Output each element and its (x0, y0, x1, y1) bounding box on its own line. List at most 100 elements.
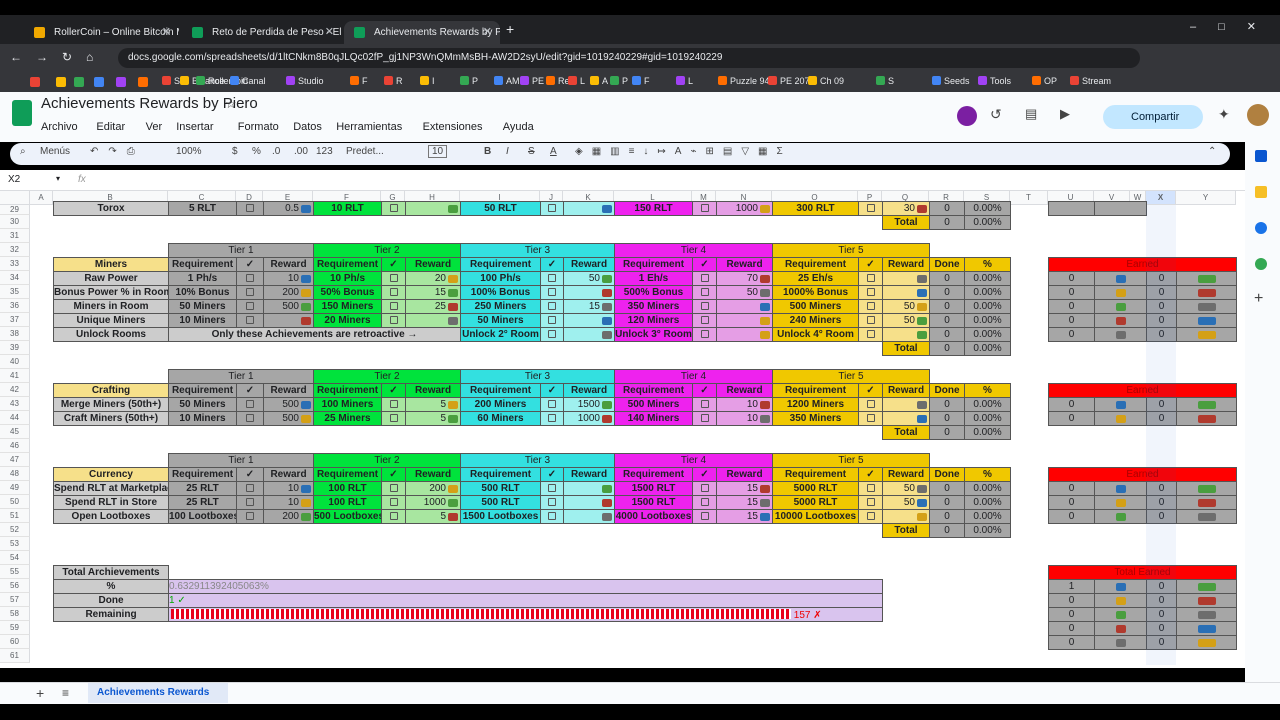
reward-cell[interactable]: 500 (263, 299, 314, 314)
requirement-cell[interactable]: 5 RLT (168, 201, 237, 216)
check-header[interactable]: ✓ (858, 467, 883, 482)
percent-cell[interactable]: 0.00% (964, 411, 1011, 426)
reward-cell[interactable]: 15 (405, 285, 461, 300)
earned-icon-cell[interactable] (1176, 579, 1237, 594)
bookmark-item[interactable]: Ch 09 (808, 76, 844, 86)
bookmark-item[interactable]: Puzzle 94 (718, 76, 770, 86)
bookmark-item[interactable]: Reto (546, 76, 577, 86)
checkbox[interactable] (700, 204, 709, 212)
row-header[interactable]: 38 (0, 327, 30, 341)
reward-header[interactable]: Reward (263, 257, 314, 272)
bookmark-item[interactable]: Tools (978, 76, 1011, 86)
row-header[interactable]: 30 (0, 215, 30, 229)
add-sheet-icon[interactable]: + (36, 685, 45, 701)
check-cell[interactable] (236, 481, 264, 496)
earned-header[interactable]: Earned (1048, 467, 1237, 482)
reward-cell[interactable]: 50 (716, 285, 773, 300)
checkbox[interactable] (866, 400, 875, 408)
tier-header[interactable]: Tier 1 (168, 453, 314, 468)
earned-header[interactable]: Total Earned (1048, 565, 1237, 580)
done-cell[interactable]: 0 (929, 495, 965, 510)
check-cell[interactable] (858, 299, 883, 314)
check-cell[interactable] (381, 509, 406, 524)
reward-cell[interactable] (563, 285, 615, 300)
requirement-cell[interactable]: 100 Miners (313, 397, 382, 412)
earned-icon-cell[interactable] (1176, 271, 1237, 286)
percent-cell[interactable]: 0.00% (964, 271, 1011, 286)
requirement-cell[interactable]: Unlock 4° Room (772, 327, 859, 342)
percent-header[interactable]: % (964, 257, 1011, 272)
checkbox[interactable] (548, 302, 556, 310)
reward-cell[interactable]: 50 (882, 495, 930, 510)
reward-cell[interactable] (405, 313, 461, 328)
menu-editar[interactable]: Editar (96, 121, 126, 133)
total-label[interactable]: Total (882, 341, 930, 356)
requirement-cell[interactable]: 500% Bonus (614, 285, 693, 300)
requirement-cell[interactable]: 25 RLT (168, 481, 237, 496)
row-label[interactable]: Spend RLT in Store (53, 495, 169, 510)
bookmark-item[interactable]: Rollercoin (196, 76, 248, 86)
earned-count[interactable]: 0 (1048, 411, 1095, 426)
requirement-cell[interactable]: 100 RLT (313, 495, 382, 510)
reward-cell[interactable] (563, 201, 615, 216)
done-cell[interactable]: 0 (929, 299, 965, 314)
decrease-decimal-button[interactable]: .0 (272, 146, 281, 157)
tier-header[interactable]: Tier 5 (772, 369, 930, 384)
requirement-cell[interactable]: 50 Miners (460, 313, 541, 328)
earned-icon-cell[interactable] (1094, 635, 1147, 650)
reward-cell[interactable] (563, 481, 615, 496)
requirement-cell[interactable]: 150 RLT (614, 201, 693, 216)
bookmark-item[interactable]: P (610, 76, 628, 86)
bookmark-item[interactable]: Binance (180, 76, 225, 86)
check-cell[interactable] (692, 327, 717, 342)
check-cell[interactable] (540, 299, 564, 314)
checkbox[interactable] (866, 484, 875, 492)
requirement-cell[interactable]: 250 Miners (460, 299, 541, 314)
check-cell[interactable] (236, 299, 264, 314)
check-cell[interactable] (540, 327, 564, 342)
check-header[interactable]: ✓ (692, 383, 717, 398)
text-color-button[interactable]: A (550, 146, 557, 157)
requirement-cell[interactable]: 50% Bonus (313, 285, 382, 300)
doc-title[interactable]: Achievements Rewards by Piero (41, 95, 258, 112)
requirement-cell[interactable]: 240 Miners (772, 313, 859, 328)
check-cell[interactable] (381, 495, 406, 510)
history-icon[interactable]: ↺ (990, 106, 1002, 122)
menu-extensiones[interactable]: Extensiones (422, 121, 483, 133)
reward-cell[interactable]: 15 (716, 495, 773, 510)
check-cell[interactable] (236, 509, 264, 524)
earned-icon-cell[interactable] (1176, 327, 1237, 342)
requirement-cell[interactable]: 25 RLT (168, 495, 237, 510)
row-label[interactable]: Bonus Power % in Room (53, 285, 169, 300)
summary-done-label[interactable]: Done (53, 593, 169, 608)
check-cell[interactable] (858, 397, 883, 412)
reward-cell[interactable]: 50 (882, 481, 930, 496)
checkbox[interactable] (246, 288, 254, 296)
checkbox[interactable] (700, 400, 709, 408)
row-label[interactable]: Open Lootboxes (53, 509, 169, 524)
earned-icon-cell[interactable] (1176, 481, 1237, 496)
requirement-cell[interactable]: 500 Miners (772, 299, 859, 314)
check-header[interactable]: ✓ (381, 383, 406, 398)
reward-cell[interactable] (563, 509, 615, 524)
checkbox[interactable] (866, 414, 875, 422)
checkbox[interactable] (700, 512, 709, 520)
requirement-cell[interactable]: 50 RLT (460, 201, 541, 216)
row-header[interactable]: 52 (0, 523, 30, 537)
close-tab-icon[interactable]: ✕ (324, 26, 334, 38)
reward-header[interactable]: Reward (716, 383, 773, 398)
check-cell[interactable] (692, 495, 717, 510)
calendar-icon[interactable] (1255, 150, 1267, 162)
requirement-cell[interactable]: 10 Miners (168, 411, 237, 426)
check-cell[interactable] (540, 313, 564, 328)
reward-cell[interactable]: 5 (405, 509, 461, 524)
check-cell[interactable] (236, 397, 264, 412)
summary-pct-value[interactable]: 0.632911392405063% (168, 579, 883, 594)
summary-remaining-label[interactable]: Remaining (53, 607, 169, 622)
checkbox[interactable] (246, 484, 254, 492)
menu-formato[interactable]: Formato (237, 121, 279, 133)
add-icon[interactable]: + (1254, 290, 1264, 307)
requirement-cell[interactable]: 10% Bonus (168, 285, 237, 300)
requirement-cell[interactable]: 10 RLT (313, 201, 382, 216)
checkbox[interactable] (389, 512, 398, 520)
